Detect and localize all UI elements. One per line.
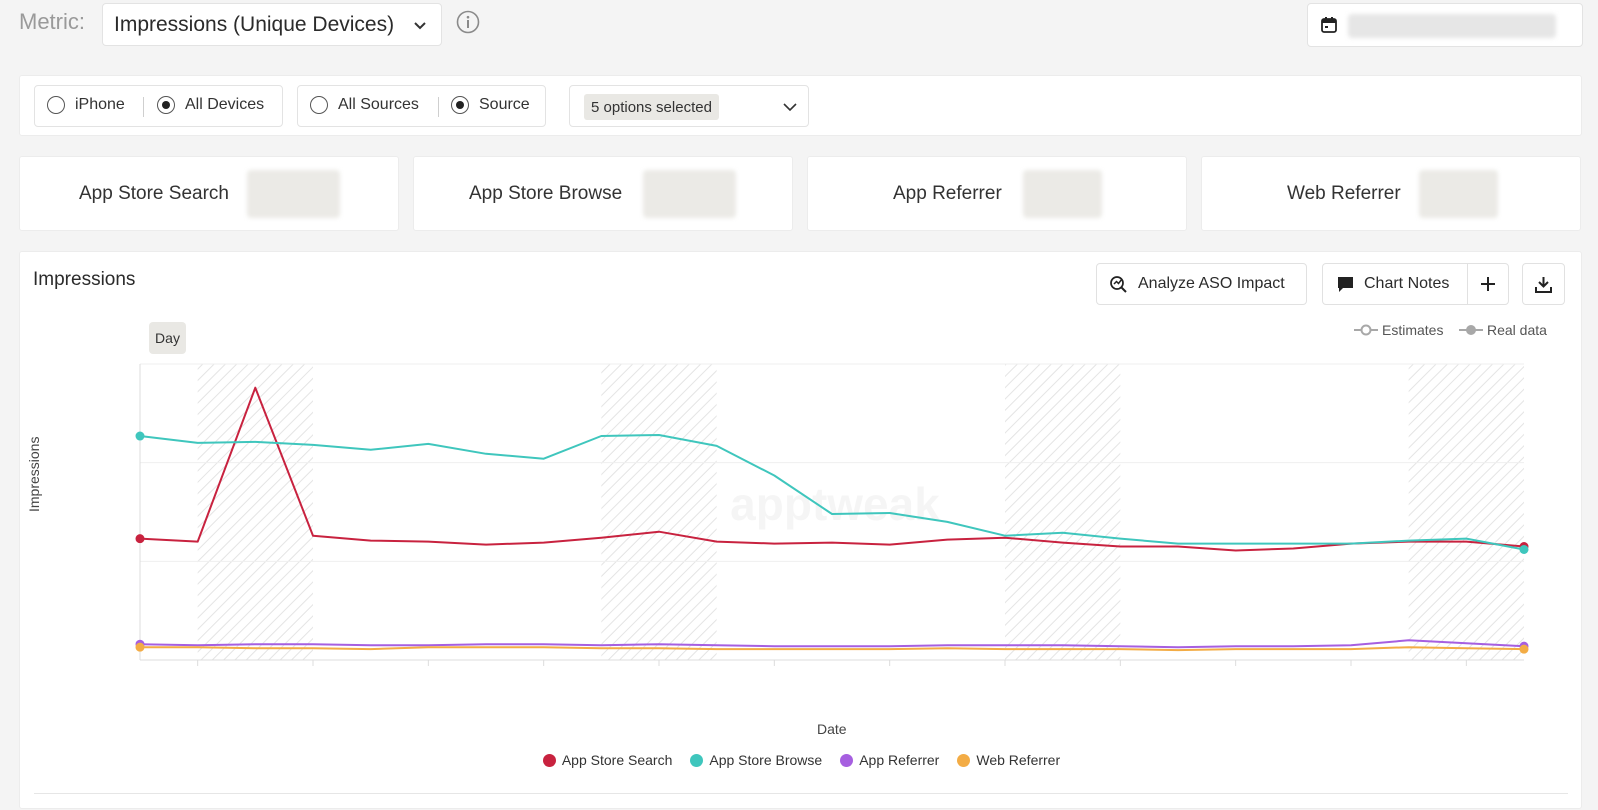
radio-iphone[interactable]: iPhone <box>47 96 125 114</box>
divider <box>1467 264 1468 304</box>
legend-real-data[interactable]: Real data <box>1459 322 1547 338</box>
source-multiselect[interactable]: 5 options selected <box>569 85 809 127</box>
legend-item[interactable]: App Store Browse <box>690 752 822 768</box>
series-line-0 <box>139 386 1525 552</box>
radio-source[interactable]: Source <box>451 96 530 114</box>
divider <box>438 97 439 117</box>
impressions-line-chart: apptweak <box>135 363 1529 666</box>
legend-label: App Store Search <box>561 752 673 768</box>
chevron-down-icon <box>783 103 797 112</box>
multiselect-summary: 5 options selected <box>584 94 719 120</box>
legend-item[interactable]: App Referrer <box>840 752 939 768</box>
analyze-icon <box>1110 276 1127 293</box>
card-label: App Store Browse <box>469 183 623 204</box>
legend-dot <box>957 753 971 767</box>
metric-dropdown[interactable]: Impressions (Unique Devices) <box>102 3 442 46</box>
summary-card-app-referrer[interactable]: App Referrer <box>807 156 1187 231</box>
weekend-band <box>197 364 313 660</box>
summary-card-web-referrer[interactable]: Web Referrer <box>1201 156 1581 231</box>
data-point <box>135 534 145 544</box>
legend-estimates[interactable]: Estimates <box>1354 322 1443 338</box>
card-value-redacted <box>643 170 736 218</box>
data-point <box>135 642 145 652</box>
summary-card-app-store-browse[interactable]: App Store Browse <box>413 156 793 231</box>
radio-button[interactable] <box>47 96 65 114</box>
estimate-marker-icon <box>1354 324 1378 336</box>
weekend-band <box>1408 364 1524 660</box>
data-point <box>135 431 145 441</box>
series-line-1 <box>139 434 1525 551</box>
panel-footer-divider <box>34 793 1568 794</box>
metric-selected-value: Impressions (Unique Devices) <box>114 12 395 36</box>
radio-button-selected[interactable] <box>157 96 175 114</box>
download-button[interactable] <box>1522 263 1565 305</box>
source-toggle-group: All Sources Source <box>297 85 546 127</box>
legend-item[interactable]: App Store Search <box>542 752 673 768</box>
legend-item[interactable]: Web Referrer <box>957 752 1060 768</box>
legend-dot <box>542 753 556 767</box>
device-toggle-group: iPhone All Devices <box>34 85 283 127</box>
chart-notes-label: Chart Notes <box>1364 275 1450 292</box>
weekend-band <box>601 364 717 660</box>
x-axis-title: Date <box>817 721 847 737</box>
radio-all-devices[interactable]: All Devices <box>157 96 264 114</box>
data-point <box>1519 544 1529 554</box>
metric-label: Metric: <box>19 9 85 34</box>
legend-dot <box>840 753 854 767</box>
radio-button-selected[interactable] <box>451 96 469 114</box>
plus-icon[interactable] <box>1480 276 1496 292</box>
date-range-value-redacted <box>1348 14 1556 38</box>
card-value-redacted <box>1023 170 1102 218</box>
legend-label: App Store Browse <box>709 752 823 768</box>
date-range-picker[interactable] <box>1307 3 1583 47</box>
card-value-redacted <box>1419 170 1498 218</box>
legend-label: Web Referrer <box>976 752 1061 768</box>
radio-label: All Sources <box>338 96 419 113</box>
analyze-aso-impact-button[interactable]: Analyze ASO Impact <box>1096 263 1307 305</box>
radio-all-sources[interactable]: All Sources <box>310 96 419 114</box>
legend-label: App Referrer <box>859 752 940 768</box>
chart-legend: App Store Search App Store Browse App Refe… <box>20 752 1583 768</box>
radio-button[interactable] <box>310 96 328 114</box>
divider <box>143 97 144 117</box>
apptweak-watermark: apptweak <box>730 478 940 530</box>
panel-title: Impressions <box>33 269 136 290</box>
weekend-band <box>1005 364 1121 660</box>
info-icon[interactable] <box>456 10 480 34</box>
summary-card-app-store-search[interactable]: App Store Search <box>19 156 399 231</box>
chevron-down-icon <box>414 22 426 30</box>
download-icon <box>1535 276 1552 293</box>
calendar-icon <box>1321 17 1337 33</box>
chart-notes-button[interactable]: Chart Notes <box>1336 275 1449 294</box>
radio-label: All Devices <box>185 96 265 113</box>
comment-icon <box>1338 276 1353 292</box>
series-line-3 <box>140 646 1525 652</box>
real-data-marker-icon <box>1459 325 1483 335</box>
card-label: Web Referrer <box>1287 183 1401 204</box>
chart-notes-group: Chart Notes <box>1322 263 1509 305</box>
granularity-day-chip[interactable]: Day <box>149 322 186 354</box>
card-label: App Store Search <box>79 183 229 204</box>
card-value-redacted <box>247 170 340 218</box>
impressions-chart-panel: Impressions Analyze ASO Impact Chart Not… <box>19 251 1582 809</box>
legend-dot <box>690 753 704 767</box>
analyze-label: Analyze ASO Impact <box>1138 275 1285 292</box>
legend-estimates-label: Estimates <box>1382 322 1444 338</box>
legend-real-data-label: Real data <box>1487 322 1547 338</box>
y-axis-title: Impressions <box>26 436 42 512</box>
radio-label: Source <box>479 96 530 113</box>
series-line-2 <box>139 639 1525 649</box>
metric-bar: Metric: Impressions (Unique Devices) <box>0 0 1598 62</box>
data-point <box>1519 644 1529 654</box>
filter-bar: iPhone All Devices All Sources Source 5 … <box>19 75 1582 136</box>
radio-label: iPhone <box>75 96 125 113</box>
card-label: App Referrer <box>893 183 1002 204</box>
